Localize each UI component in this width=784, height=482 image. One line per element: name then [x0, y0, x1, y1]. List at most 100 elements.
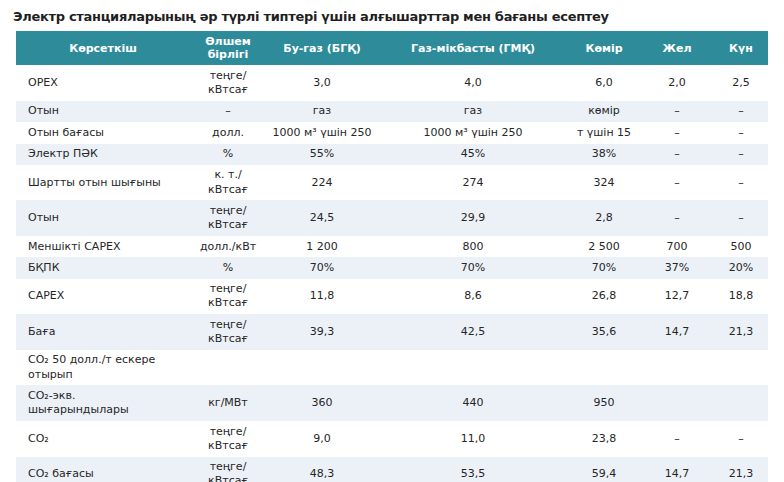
- page-title: Электр станцияларының әр түрлі типтері ү…: [13, 9, 784, 24]
- table-row: Меншікті CAPEX долл./кВт 1 200 800 2 500…: [16, 236, 768, 257]
- cell-value: 21,3: [714, 457, 768, 482]
- column-header-indicator: Көрсеткіш: [16, 31, 190, 65]
- row-label: Шартты отын шығыны: [16, 165, 190, 201]
- row-unit: кг/МВт: [190, 385, 266, 421]
- row-label: Отын: [16, 200, 190, 236]
- cell-value: т үшін 15: [568, 122, 640, 143]
- column-header-coal: Көмір: [568, 31, 640, 65]
- column-header-unit: Өлшем бірлігі: [190, 31, 266, 65]
- cell-value: 1000 м³ үшін 250: [378, 122, 568, 143]
- row-label: Электр ПӘК: [16, 144, 190, 165]
- row-label: БҚПК: [16, 257, 190, 278]
- cell-value: –: [640, 200, 714, 236]
- cell-value: 2,8: [568, 200, 640, 236]
- row-unit: долл./кВт: [190, 236, 266, 257]
- cell-value: газ: [266, 101, 378, 122]
- cell-value: 38%: [568, 144, 640, 165]
- row-label: OPEX: [16, 65, 190, 101]
- cell-value: –: [714, 144, 768, 165]
- cell-value: –: [640, 144, 714, 165]
- table-row: CO₂ теңге/кВтсағ 9,0 11,0 23,8 – –: [16, 421, 768, 457]
- cell-value: 14,7: [640, 457, 714, 482]
- table-row-section: CO₂ 50 долл./т ескере отырып: [16, 350, 768, 386]
- column-header-gas-piston: Газ-мікбасты (ГМҚ): [378, 31, 568, 65]
- cell-value: 35,6: [568, 314, 640, 350]
- cell-value: 53,5: [378, 457, 568, 482]
- cell-value: [568, 350, 640, 386]
- cell-value: 8,6: [378, 279, 568, 315]
- cell-value: [640, 385, 714, 421]
- row-label: Баға: [16, 314, 190, 350]
- table-row: OPEX теңге/кВтсағ 3,0 4,0 6,0 2,0 2,5: [16, 65, 768, 101]
- cell-value: –: [714, 165, 768, 201]
- row-unit: теңге/кВтсағ: [190, 421, 266, 457]
- cell-value: 70%: [568, 257, 640, 278]
- row-label: CO₂ бағасы: [16, 457, 190, 482]
- power-station-comparison-table: Көрсеткіш Өлшем бірлігі Бу-газ (БГҚ) Газ…: [16, 31, 768, 482]
- row-label: CAPEX: [16, 279, 190, 315]
- row-label: Отын бағасы: [16, 122, 190, 143]
- row-label: CO₂ 50 долл./т ескере отырып: [16, 350, 190, 386]
- cell-value: 70%: [378, 257, 568, 278]
- cell-value: 23,8: [568, 421, 640, 457]
- table-row: Отын – газ газ көмір – –: [16, 101, 768, 122]
- cell-value: –: [640, 165, 714, 201]
- cell-value: 59,4: [568, 457, 640, 482]
- cell-value: [266, 350, 378, 386]
- table-row: Электр ПӘК % 55% 45% 38% – –: [16, 144, 768, 165]
- cell-value: 14,7: [640, 314, 714, 350]
- cell-value: газ: [378, 101, 568, 122]
- cell-value: 360: [266, 385, 378, 421]
- row-unit: %: [190, 144, 266, 165]
- cell-value: 2,5: [714, 65, 768, 101]
- row-label: CO₂: [16, 421, 190, 457]
- column-header-ccgt: Бу-газ (БГҚ): [266, 31, 378, 65]
- cell-value: –: [714, 200, 768, 236]
- row-unit: теңге/кВтсағ: [190, 279, 266, 315]
- cell-value: 48,3: [266, 457, 378, 482]
- cell-value: –: [640, 101, 714, 122]
- cell-value: –: [640, 421, 714, 457]
- cell-value: 70%: [266, 257, 378, 278]
- cell-value: 700: [640, 236, 714, 257]
- cell-value: 42,5: [378, 314, 568, 350]
- row-unit: теңге/кВтсағ: [190, 457, 266, 482]
- row-unit: –: [190, 101, 266, 122]
- row-unit: теңге/кВтсағ: [190, 200, 266, 236]
- table-row: Шартты отын шығыны к. т./кВтсағ 224 274 …: [16, 165, 768, 201]
- cell-value: 26,8: [568, 279, 640, 315]
- cell-value: 324: [568, 165, 640, 201]
- cell-value: 274: [378, 165, 568, 201]
- table-row: Баға теңге/кВтсағ 39,3 42,5 35,6 14,7 21…: [16, 314, 768, 350]
- table-row: CO₂ бағасы теңге/кВтсағ 48,3 53,5 59,4 1…: [16, 457, 768, 482]
- cell-value: 1 200: [266, 236, 378, 257]
- cell-value: 9,0: [266, 421, 378, 457]
- table-row: CO₂-экв. шығарындылары кг/МВт 360 440 95…: [16, 385, 768, 421]
- table-row: Отын бағасы долл. 1000 м³ үшін 250 1000 …: [16, 122, 768, 143]
- column-header-solar: Күн: [714, 31, 768, 65]
- cell-value: –: [714, 101, 768, 122]
- table-row: БҚПК % 70% 70% 70% 37% 20%: [16, 257, 768, 278]
- cell-value: 224: [266, 165, 378, 201]
- row-label: Отын: [16, 101, 190, 122]
- cell-value: 4,0: [378, 65, 568, 101]
- cell-value: 1000 м³ үшін 250: [266, 122, 378, 143]
- cell-value: 37%: [640, 257, 714, 278]
- cell-value: 12,7: [640, 279, 714, 315]
- row-unit: теңге/кВтсағ: [190, 65, 266, 101]
- cell-value: 45%: [378, 144, 568, 165]
- cell-value: 18,8: [714, 279, 768, 315]
- table-row: Отын теңге/кВтсағ 24,5 29,9 2,8 – –: [16, 200, 768, 236]
- cell-value: 21,3: [714, 314, 768, 350]
- row-unit: [190, 350, 266, 386]
- cell-value: 500: [714, 236, 768, 257]
- row-unit: теңге/кВтсағ: [190, 314, 266, 350]
- cell-value: 20%: [714, 257, 768, 278]
- row-label: CO₂-экв. шығарындылары: [16, 385, 190, 421]
- cell-value: 440: [378, 385, 568, 421]
- cell-value: [714, 385, 768, 421]
- column-header-wind: Жел: [640, 31, 714, 65]
- cell-value: көмір: [568, 101, 640, 122]
- cell-value: 2,0: [640, 65, 714, 101]
- cell-value: [378, 350, 568, 386]
